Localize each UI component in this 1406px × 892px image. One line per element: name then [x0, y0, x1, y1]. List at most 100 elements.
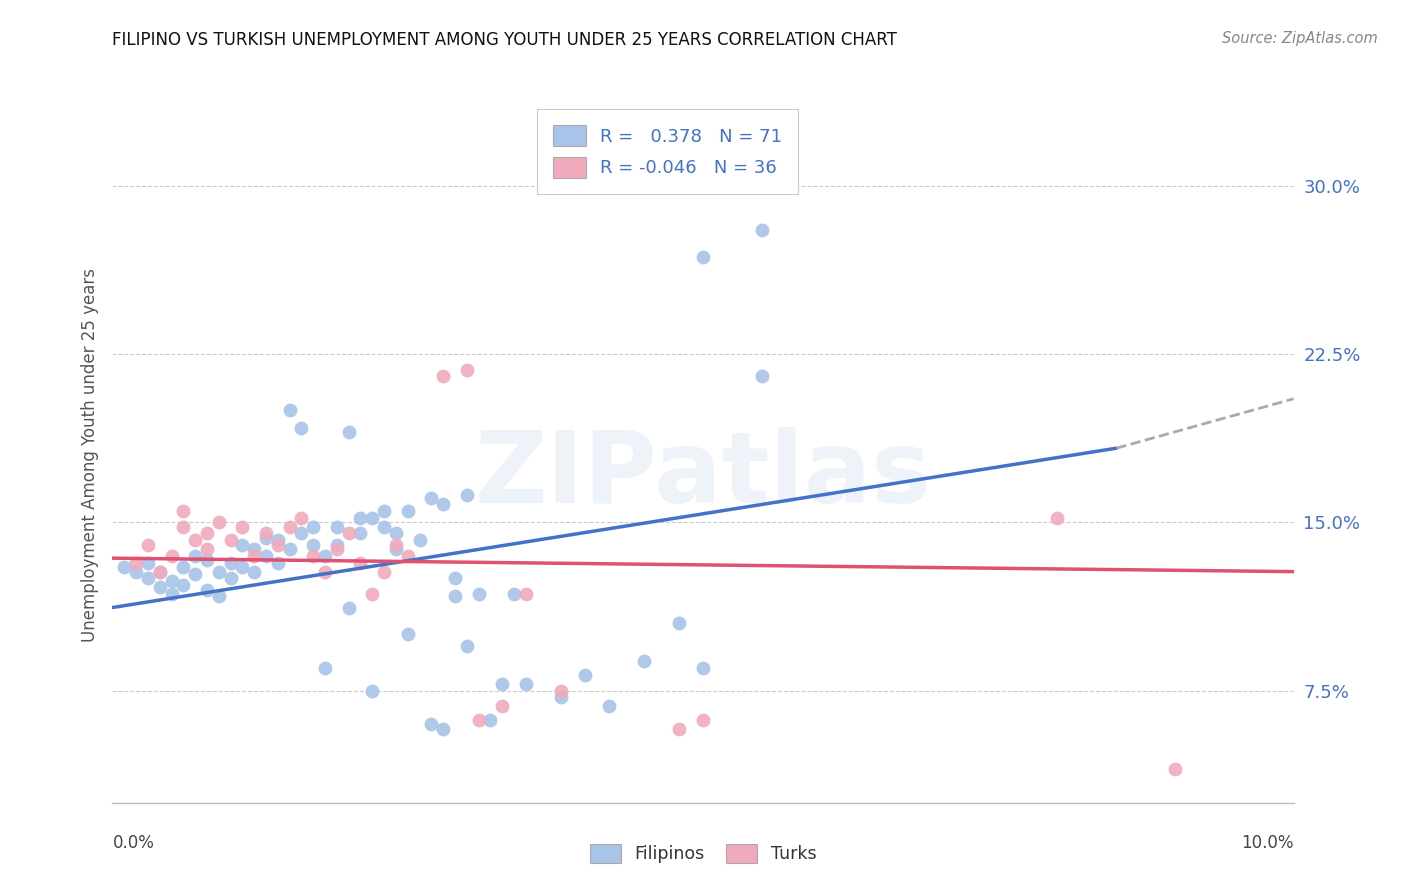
Point: [385, 526, 408, 541]
Legend: R =   0.378   N = 71, R = -0.046   N = 36: R = 0.378 N = 71, R = -0.046 N = 36: [537, 109, 799, 194]
Point: [396, 504, 419, 518]
Point: [290, 510, 312, 524]
Point: [314, 549, 336, 563]
Text: 0.0%: 0.0%: [112, 834, 155, 852]
Point: [432, 369, 454, 384]
Point: [314, 565, 336, 579]
Point: [432, 722, 454, 736]
Point: [408, 533, 430, 548]
Point: [219, 556, 242, 570]
Point: [515, 587, 537, 601]
Point: [160, 587, 183, 601]
Point: [112, 560, 135, 574]
Point: [432, 497, 454, 511]
Point: [396, 627, 419, 641]
Point: [349, 556, 371, 570]
Point: [149, 565, 172, 579]
Point: [373, 520, 395, 534]
Point: [326, 538, 349, 552]
Point: [361, 510, 384, 524]
Point: [456, 362, 478, 376]
Point: [692, 251, 714, 265]
Point: [254, 526, 277, 541]
Point: [467, 713, 489, 727]
Point: [125, 556, 148, 570]
Point: [208, 590, 231, 604]
Point: [254, 531, 277, 545]
Point: [444, 590, 467, 604]
Point: [751, 369, 773, 384]
Point: [267, 538, 290, 552]
Point: [420, 717, 443, 731]
Point: [349, 510, 371, 524]
Point: [184, 533, 207, 548]
Point: [373, 504, 395, 518]
Point: [550, 690, 572, 705]
Point: [385, 538, 408, 552]
Point: [503, 587, 526, 601]
Point: [668, 616, 690, 631]
Point: [420, 491, 443, 505]
Point: [136, 538, 159, 552]
Point: [633, 654, 655, 668]
Point: [231, 520, 253, 534]
Point: [278, 542, 301, 557]
Point: [172, 560, 194, 574]
Text: Source: ZipAtlas.com: Source: ZipAtlas.com: [1222, 31, 1378, 46]
Point: [160, 574, 183, 588]
Point: [219, 571, 242, 585]
Point: [302, 520, 325, 534]
Point: [231, 538, 253, 552]
Point: [243, 565, 266, 579]
Point: [125, 565, 148, 579]
Y-axis label: Unemployment Among Youth under 25 years: Unemployment Among Youth under 25 years: [80, 268, 98, 642]
Point: [184, 549, 207, 563]
Point: [373, 565, 395, 579]
Point: [491, 699, 513, 714]
Point: [1046, 510, 1069, 524]
Point: [349, 526, 371, 541]
Point: [278, 520, 301, 534]
Point: [491, 677, 513, 691]
Point: [337, 526, 360, 541]
Point: [668, 722, 690, 736]
Text: FILIPINO VS TURKISH UNEMPLOYMENT AMONG YOUTH UNDER 25 YEARS CORRELATION CHART: FILIPINO VS TURKISH UNEMPLOYMENT AMONG Y…: [112, 31, 897, 49]
Point: [172, 504, 194, 518]
Point: [479, 713, 502, 727]
Point: [396, 549, 419, 563]
Point: [598, 699, 620, 714]
Point: [195, 553, 218, 567]
Point: [385, 542, 408, 557]
Point: [267, 533, 290, 548]
Point: [1164, 762, 1187, 776]
Point: [314, 661, 336, 675]
Point: [326, 520, 349, 534]
Point: [337, 600, 360, 615]
Point: [208, 565, 231, 579]
Point: [243, 542, 266, 557]
Point: [361, 683, 384, 698]
Point: [290, 421, 312, 435]
Point: [361, 587, 384, 601]
Point: [267, 556, 290, 570]
Point: [208, 515, 231, 529]
Point: [231, 560, 253, 574]
Point: [195, 582, 218, 597]
Text: 10.0%: 10.0%: [1241, 834, 1294, 852]
Point: [160, 549, 183, 563]
Point: [456, 488, 478, 502]
Point: [550, 683, 572, 698]
Point: [149, 580, 172, 594]
Point: [184, 566, 207, 581]
Point: [290, 526, 312, 541]
Point: [149, 565, 172, 579]
Point: [574, 668, 596, 682]
Point: [195, 526, 218, 541]
Point: [254, 549, 277, 563]
Point: [515, 677, 537, 691]
Point: [219, 533, 242, 548]
Point: [692, 713, 714, 727]
Point: [302, 538, 325, 552]
Point: [172, 578, 194, 592]
Text: ZIPatlas: ZIPatlas: [475, 427, 931, 524]
